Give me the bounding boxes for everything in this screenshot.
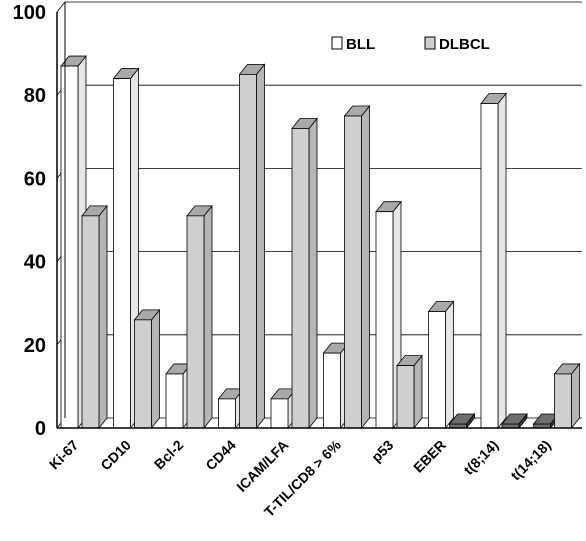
bar-side (308, 117, 318, 430)
bar-side (203, 204, 213, 430)
bar-side (445, 300, 454, 430)
bar-dlbcl-t-til-cd8-6 (343, 104, 371, 430)
bar-front (113, 78, 131, 429)
bar-side (98, 204, 108, 430)
x-tick-label: t(8;14) (460, 437, 501, 478)
bar-front (480, 103, 499, 429)
bar-dlbcl-ki-67 (81, 204, 108, 430)
bar-front (396, 365, 415, 429)
bar-front (165, 373, 184, 429)
bar-dlbcl-p53 (396, 354, 423, 430)
x-tick-label: p53 (368, 437, 397, 466)
legend: BLL DLBCL (331, 36, 490, 53)
bar-side (497, 92, 507, 430)
x-tick-label: Bcl-2 (151, 437, 187, 473)
y-tick-label: 20 (24, 335, 46, 357)
legend-label-dlbcl: DLBCL (439, 36, 490, 53)
bar-side (518, 412, 528, 430)
bar-bll-t-til-cd8-6 (322, 341, 350, 430)
legend-swatch-dlbcl (424, 36, 436, 50)
bar-front (60, 65, 79, 429)
bar-side (256, 63, 265, 430)
x-tick-label: CD10 (97, 437, 134, 474)
bar-dlbcl-t-8-14 (501, 412, 528, 430)
y-tick-label: 0 (35, 418, 46, 440)
bars-layer (60, 54, 581, 430)
bar-side (571, 362, 580, 430)
bar-dlbcl-cd44 (238, 63, 266, 430)
y-tick-label: 40 (24, 252, 46, 274)
bar-dlbcl-bcl-2 (186, 204, 213, 430)
bar-side (151, 308, 160, 430)
y-tick-label: 100 (13, 2, 46, 24)
bar-front (239, 74, 257, 429)
bar-bll-eber (427, 300, 455, 430)
bar-dlbcl-t-14-18 (553, 362, 581, 430)
bar-front (375, 211, 394, 429)
bar-front (554, 373, 572, 429)
bar-dlbcl-cd10 (133, 308, 161, 430)
bar-front (323, 352, 341, 429)
x-tick-label: t(14;18) (507, 437, 554, 484)
legend-swatch-bll (331, 36, 343, 50)
bar-bll-t-8-14 (480, 92, 507, 430)
legend-label-bll: BLL (346, 36, 375, 53)
gridline-depth (56, 1, 66, 13)
bar-front (428, 311, 446, 429)
bar-dlbcl-icam-lfa (291, 117, 318, 430)
bar-dlbcl-eber (448, 412, 476, 430)
bar-front (186, 215, 205, 429)
bar-front (134, 319, 152, 429)
bar-side (466, 412, 475, 430)
y-tick-label: 80 (24, 85, 46, 107)
bar-front (81, 215, 100, 429)
bar-front (218, 398, 236, 429)
x-tick-label: CD44 (202, 437, 239, 474)
bar-side (413, 354, 423, 430)
bar-front (270, 398, 289, 429)
bar-front (291, 128, 310, 429)
x-tick-label: EBER (410, 437, 449, 476)
y-tick-label: 60 (24, 168, 46, 190)
bar-side (361, 104, 370, 430)
bar-front (344, 115, 362, 429)
x-tick-label: Ki-67 (46, 437, 82, 473)
